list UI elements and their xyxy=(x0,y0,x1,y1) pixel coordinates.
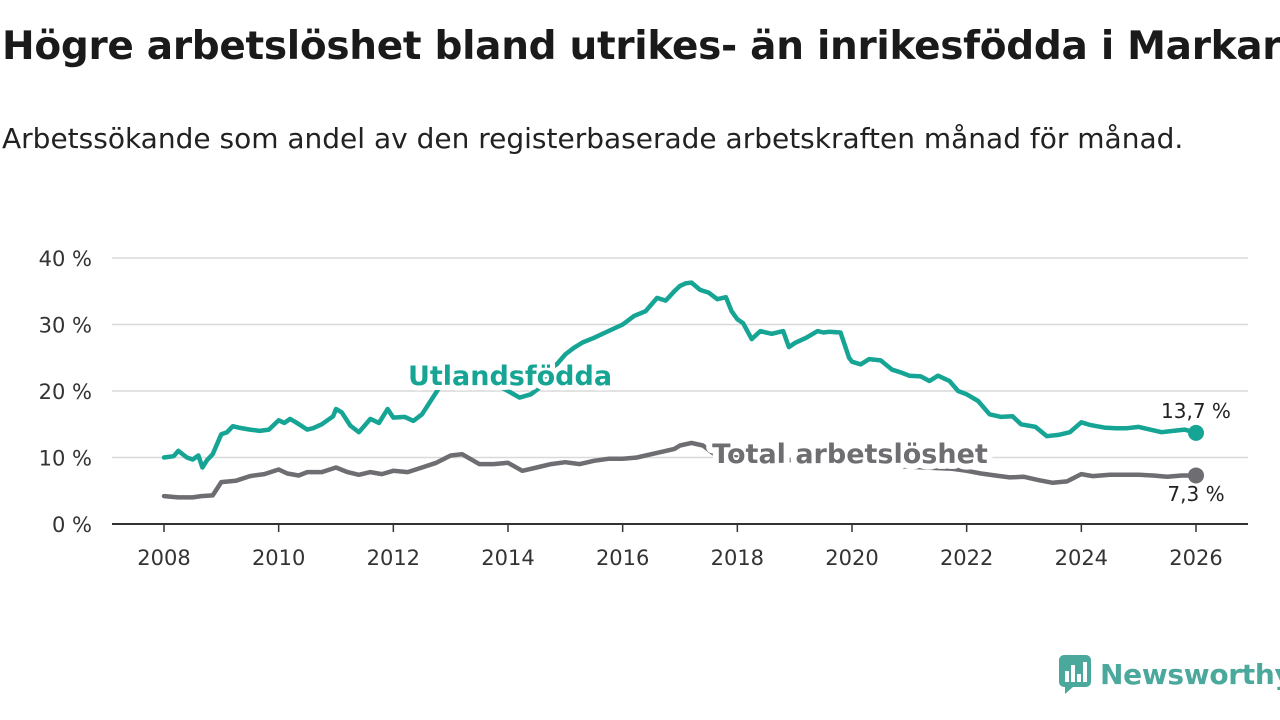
y-tick-label: 0 % xyxy=(52,513,92,537)
series-label-total: Total arbetslöshet xyxy=(712,439,988,470)
x-tick-label: 2020 xyxy=(825,546,878,570)
x-axis: 2008 2010 2012 2014 2016 2018 2020 2022 2024 2026 xyxy=(112,523,1248,570)
x-tick-label: 2014 xyxy=(481,546,534,570)
x-tick-label: 2010 xyxy=(252,546,305,570)
y-tick-label: 30 % xyxy=(39,314,92,338)
chart-subtitle: Arbetssökande som andel av den registerb… xyxy=(2,122,1184,155)
newsworthy-logo-icon xyxy=(1059,655,1091,694)
x-tick-label: 2018 xyxy=(711,546,764,570)
newsworthy-logo: Newsworthy xyxy=(1058,654,1280,694)
brand-name: Newsworthy xyxy=(1100,657,1280,691)
series-label-foreign: Utlandsfödda xyxy=(408,361,612,392)
y-axis: 0 % 10 % 20 % 30 % 40 % xyxy=(39,247,92,537)
x-tick-label: 2012 xyxy=(367,546,420,570)
series-endpoint-0 xyxy=(1188,424,1204,441)
chart-title: Högre arbetslöshet bland utrikes- än inr… xyxy=(2,24,1280,69)
line-chart: 0 % 10 % 20 % 30 % 40 % 2008 2010 2012 2014 2016… xyxy=(39,247,1248,570)
y-tick-label: 20 % xyxy=(39,380,92,404)
series-layer xyxy=(161,280,1204,500)
x-tick-label: 2022 xyxy=(940,546,993,570)
y-tick-label: 40 % xyxy=(39,247,92,271)
x-tick-label: 2008 xyxy=(137,546,190,570)
y-tick-label: 10 % xyxy=(39,447,92,471)
series-line-1 xyxy=(161,440,1199,500)
series-labels: Utlandsfödda Total arbetslöshet 13,7 % 7,3 … xyxy=(403,356,1231,506)
series-endpoint-1 xyxy=(1188,467,1204,484)
end-value-foreign: 13,7 % xyxy=(1161,399,1231,423)
gridlines xyxy=(112,257,1248,459)
x-tick-label: 2024 xyxy=(1055,546,1108,570)
x-tick-label: 2016 xyxy=(596,546,649,570)
series-line-0 xyxy=(161,280,1199,470)
x-tick-label: 2026 xyxy=(1169,546,1222,570)
end-value-total: 7,3 % xyxy=(1167,482,1224,506)
